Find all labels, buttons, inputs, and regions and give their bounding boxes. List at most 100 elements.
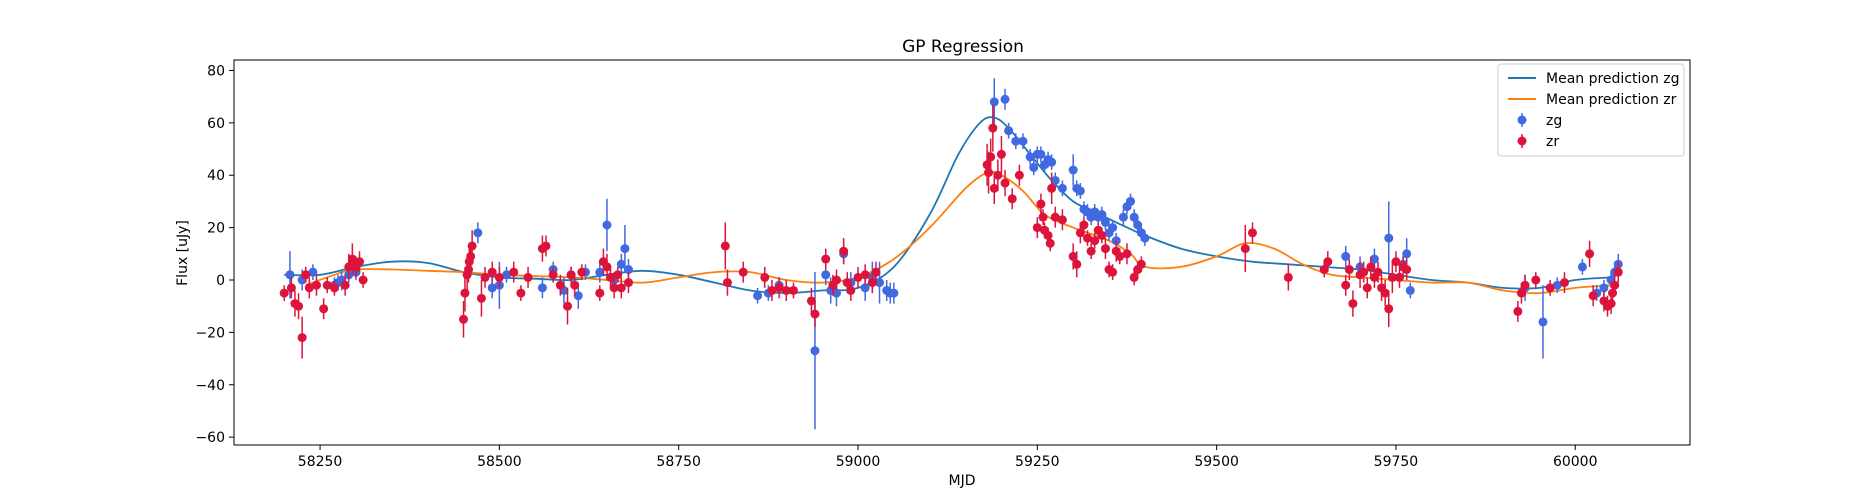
- data-point: [595, 288, 605, 298]
- data-point: [523, 272, 533, 282]
- data-point: [595, 267, 605, 277]
- x-tick-label: 58250: [298, 454, 343, 470]
- data-point: [1599, 283, 1609, 293]
- data-point: [286, 283, 296, 293]
- data-point: [871, 267, 881, 277]
- data-point: [1552, 280, 1562, 290]
- data-point: [1133, 220, 1143, 230]
- data-point: [573, 291, 583, 301]
- data-point: [319, 304, 329, 314]
- data-point: [1043, 230, 1053, 240]
- data-point: [609, 283, 619, 293]
- data-point: [984, 168, 994, 178]
- data-point: [1341, 280, 1351, 290]
- data-point: [982, 160, 992, 170]
- plot-frame: [233, 59, 1691, 446]
- x-tick-label: 59250: [1015, 454, 1060, 470]
- data-point: [767, 285, 777, 295]
- data-point: [1559, 278, 1569, 288]
- data-point: [301, 270, 311, 280]
- data-point: [616, 283, 626, 293]
- data-point: [875, 278, 885, 288]
- data-point: [1011, 136, 1021, 146]
- data-point: [487, 283, 497, 293]
- data-point: [1516, 288, 1526, 298]
- chart-title: GP Regression: [902, 37, 1024, 57]
- data-point: [541, 241, 551, 251]
- data-point: [616, 259, 626, 269]
- data-point: [322, 280, 332, 290]
- data-point: [1610, 280, 1620, 290]
- data-point: [467, 241, 477, 251]
- data-point: [1362, 283, 1372, 293]
- data-point: [460, 288, 470, 298]
- data-point: [1029, 162, 1039, 172]
- data-point: [344, 262, 354, 272]
- data-point: [563, 301, 573, 311]
- data-point: [623, 278, 633, 288]
- data-point: [989, 183, 999, 193]
- data-point: [1038, 212, 1048, 222]
- data-point: [1323, 257, 1333, 267]
- data-point: [986, 152, 996, 162]
- data-point: [1140, 233, 1150, 243]
- data-point: [1047, 157, 1057, 167]
- data-point: [1068, 165, 1078, 175]
- data-point: [279, 288, 289, 298]
- y-tick-label: −20: [195, 325, 225, 341]
- data-point: [1319, 265, 1329, 275]
- data-point: [623, 265, 633, 275]
- data-point: [297, 333, 307, 343]
- data-point: [1348, 299, 1358, 309]
- x-axis-label: MJD: [949, 473, 976, 489]
- data-point: [606, 272, 616, 282]
- data-point: [753, 291, 763, 301]
- data-point: [1585, 249, 1595, 259]
- data-point: [867, 278, 877, 288]
- data-point: [1391, 257, 1401, 267]
- data-point: [1545, 283, 1555, 293]
- plot-area: [234, 60, 1690, 445]
- legend-marker-zr: [1517, 136, 1527, 146]
- data-point: [738, 267, 748, 277]
- data-point: [1240, 244, 1250, 254]
- data-point: [355, 257, 365, 267]
- data-point: [311, 280, 321, 290]
- data-point: [487, 267, 497, 277]
- data-point: [1075, 186, 1085, 196]
- x-axis: 58250 58500 58750 59000 59250 59500 59750 60000: [298, 445, 1598, 470]
- data-point: [722, 278, 732, 288]
- data-point: [602, 220, 612, 230]
- data-point: [1050, 212, 1060, 222]
- data-point: [989, 97, 999, 107]
- data-point: [570, 280, 580, 290]
- data-point: [1395, 272, 1405, 282]
- data-point: [810, 346, 820, 356]
- data-point: [1384, 304, 1394, 314]
- data-point: [1405, 285, 1415, 295]
- x-tick-label: 60000: [1553, 454, 1598, 470]
- data-point: [1000, 178, 1010, 188]
- data-point: [1004, 126, 1014, 136]
- y-tick-label: 80: [207, 63, 225, 79]
- data-point: [620, 244, 630, 254]
- legend-label-line-zg: Mean prediction zg: [1546, 71, 1680, 87]
- data-point: [340, 280, 350, 290]
- data-point: [889, 288, 899, 298]
- data-point: [1366, 262, 1376, 272]
- data-point: [806, 296, 816, 306]
- data-point: [1344, 265, 1354, 275]
- data-point: [1369, 254, 1379, 264]
- data-point: [1380, 288, 1390, 298]
- data-point: [993, 170, 1003, 180]
- data-point: [1608, 288, 1618, 298]
- data-point: [1036, 149, 1046, 159]
- data-point: [1108, 223, 1118, 233]
- data-point: [285, 270, 295, 280]
- data-point: [577, 267, 587, 277]
- data-point: [996, 149, 1006, 159]
- data-point: [537, 283, 547, 293]
- data-point: [1359, 267, 1369, 277]
- data-point: [839, 246, 849, 256]
